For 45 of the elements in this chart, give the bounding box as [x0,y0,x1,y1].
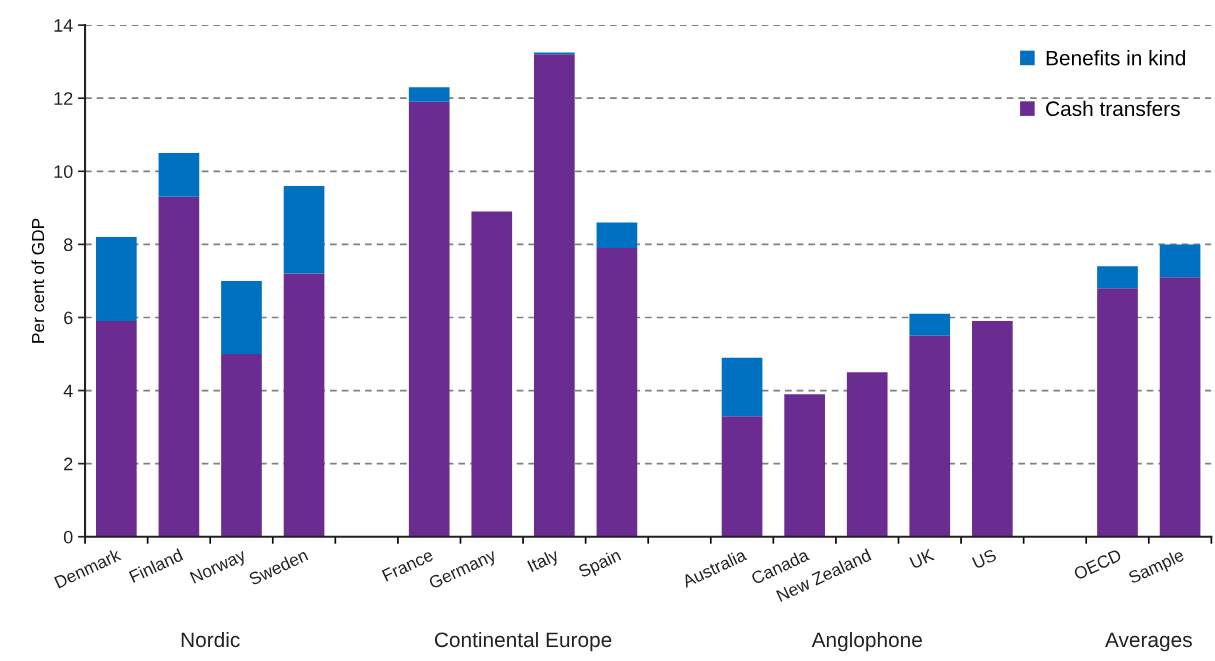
y-tick-label: 14 [54,19,73,32]
x-tick-label: US [971,548,998,570]
x-tick-label: Italy [526,547,562,576]
bar [721,416,763,537]
bar [221,354,262,537]
legend-label: Cash transfers [1046,100,1180,117]
bar [596,248,638,537]
x-tick-label: UK [909,548,935,570]
legend-label: Benefits in kind [1046,50,1186,66]
y-tick-label: 12 [54,92,73,105]
bar [909,335,951,537]
bar [534,54,575,537]
bar [1097,288,1138,537]
text: Nordic [181,631,240,648]
bar [846,372,888,537]
bar [158,153,200,197]
bar [221,280,262,355]
bar [1097,266,1138,289]
bar [283,185,325,274]
y-tick-label: 2 [64,457,73,471]
y-tick-label: 4 [63,384,73,398]
x-tick-label: OECD [1072,548,1123,581]
bar [96,237,137,322]
text: Averages [1105,632,1192,652]
bar [158,196,200,537]
y-tick-label: 10 [54,165,73,179]
y-tick-label: 6 [64,311,73,325]
y-tick-label: 0 [63,530,73,544]
text: Anglophone [811,631,922,652]
bar [283,273,325,537]
bar [784,394,825,537]
x-tick-label: Spain [577,548,623,581]
bar [1159,277,1201,537]
bar [96,321,137,537]
bar [972,321,1013,537]
bar [596,222,638,249]
text: Continental Europe [434,631,612,652]
y-tick-label: 8 [63,238,73,252]
bar [1159,244,1201,278]
bar [721,357,763,417]
bar [909,313,951,336]
bar [408,87,450,102]
y-axis-title: Per cent of GDP [31,218,45,343]
bar [471,211,513,537]
bar [408,101,450,537]
